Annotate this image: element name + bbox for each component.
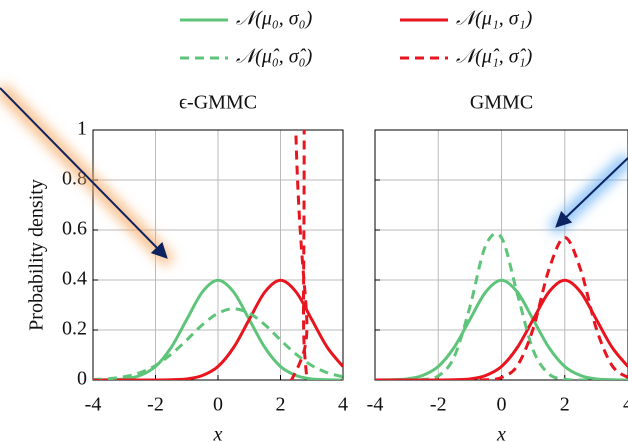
plot-lines: [375, 232, 628, 380]
x-axis-label: x: [496, 424, 506, 442]
x-tick-label: -2: [147, 394, 164, 416]
series-line: [375, 278, 628, 380]
plot-lines: [93, 130, 343, 380]
y-tick-label: 1: [77, 118, 87, 140]
x-tick-label: 2: [276, 394, 286, 416]
legend-label: 𝒩(μ̂₀, σ̂₀): [236, 46, 313, 68]
y-tick-label: 0.2: [62, 318, 87, 340]
series-line: [93, 278, 343, 380]
x-tick-label: 2: [560, 394, 570, 416]
legend-label: 𝒩(μ₁, σ₁): [456, 8, 533, 30]
y-tick-label: 0.4: [62, 268, 87, 290]
y-tick-label: 0: [77, 368, 87, 390]
series-line: [375, 278, 628, 380]
x-tick-label: 4: [338, 394, 348, 416]
series-line: [375, 232, 628, 380]
legend-label: 𝒩(μ₀, σ₀): [236, 8, 313, 30]
x-axis-label: x: [213, 424, 223, 442]
y-tick-label: 0.6: [62, 218, 87, 240]
arrow: [0, 87, 168, 259]
legend-label: 𝒩(μ̂₁, σ̂₁): [456, 46, 533, 68]
x-tick-label: -2: [430, 394, 447, 416]
x-tick-label: -4: [85, 394, 102, 416]
arrow: [555, 157, 628, 228]
x-tick-label: 4: [623, 394, 628, 416]
series-line: [93, 130, 343, 380]
legend: 𝒩(μ₀, σ₀) 𝒩(μ₁, σ₁) 𝒩(μ̂₀, σ̂₀) 𝒩(μ̂₁, σ̂₁): [180, 8, 533, 68]
chart-title: ϵ-GMMC: [179, 92, 257, 114]
series-line: [93, 307, 343, 380]
y-axis-label: Probability density: [26, 179, 48, 331]
x-tick-label: 0: [213, 394, 223, 416]
series-line: [375, 235, 628, 380]
x-tick-label: -4: [367, 394, 384, 416]
chart-title: GMMC: [470, 92, 533, 114]
x-tick-label: 0: [497, 394, 507, 416]
series-line: [93, 278, 343, 380]
